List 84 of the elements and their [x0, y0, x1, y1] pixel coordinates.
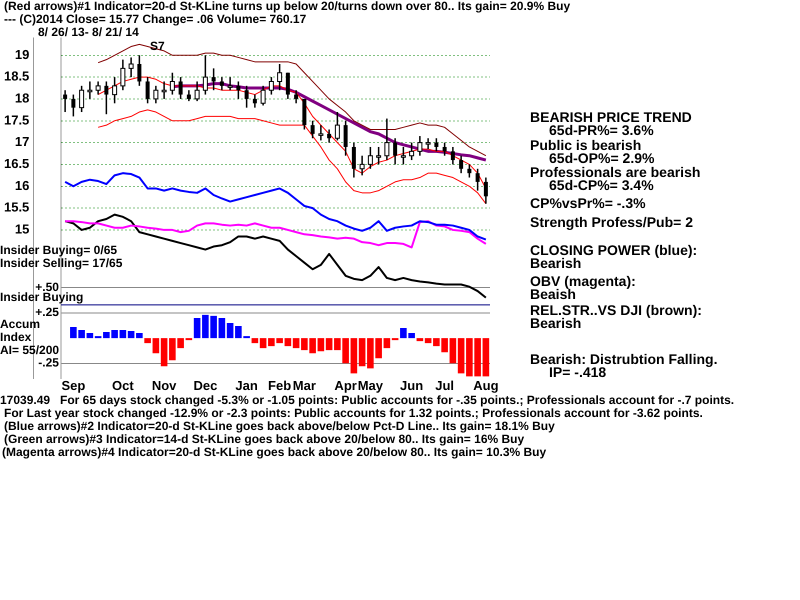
- text: REL.STR..VS DJI (brown):: [530, 302, 702, 318]
- candlestick: [344, 120, 348, 156]
- chart-title: (Red arrows)#1 Indicator=20-d St-KLine turns up below 20/turns down over 80.. Its gain= 20.9% Buy: [4, 0, 570, 13]
- candlestick: [236, 80, 240, 100]
- candlestick: [310, 120, 315, 139]
- y2-tick-label: +.25: [35, 305, 60, 320]
- x-tick-label: Sep: [61, 378, 86, 393]
- text: Index: [0, 330, 32, 344]
- candlestick: [476, 168, 480, 192]
- y-tick-label: 18.5: [4, 68, 30, 84]
- x-tick-label: Nov: [152, 378, 178, 393]
- text: Professionals are bearish: [530, 164, 700, 180]
- text: (Magenta arrows)#4 Indicator=20-d St-KLine goes back above 20/below 80.. Its gain= 10.3% Buy: [2, 445, 546, 459]
- candlestick: [450, 146, 455, 166]
- text: CLOSING POWER (blue):: [530, 242, 698, 258]
- candlestick: [484, 176, 488, 204]
- chart-subtitle: --- (C)2014 Close= 15.77 Change= .06 Volume= 760.17: [4, 12, 306, 26]
- candlestick: [146, 76, 150, 104]
- x-tick-label: Dec: [193, 378, 218, 393]
- candlestick: [137, 54, 142, 87]
- x-tick-label: Feb: [268, 378, 292, 393]
- text: (Blue arrows)#2 Indicator=20-d St-KLine goes back above/below Pct-D Line.. Its gain= 18.1% Buy: [4, 419, 555, 433]
- x-tick-label: Mar: [292, 378, 316, 393]
- annotation: Insider Selling= 17/65: [0, 256, 122, 270]
- text: AI= 55/200: [0, 343, 60, 357]
- text: 17039.49: [0, 393, 50, 407]
- candlestick: [352, 142, 356, 178]
- bar: [400, 328, 407, 338]
- text: Bearish: [530, 315, 582, 331]
- bar: [416, 338, 424, 342]
- text: 65d-PR%= 3.6%: [549, 122, 654, 138]
- candlestick: [467, 164, 472, 178]
- y-tick-label: 18: [14, 90, 30, 106]
- bar: [252, 338, 258, 344]
- text: Strength Profess/Pub= 2: [530, 214, 693, 230]
- x-tick-label: Apr: [334, 378, 357, 393]
- y-tick-label: 15.5: [4, 200, 30, 215]
- candlestick: [434, 137, 438, 152]
- x-tick-label: Jun: [400, 378, 424, 393]
- y2-tick-label: -.25: [38, 356, 60, 370]
- x-tick-label: Jan: [235, 378, 258, 393]
- text: IP= -.418: [549, 364, 606, 380]
- candlestick: [244, 85, 249, 108]
- candlestick: [186, 89, 191, 102]
- candlestick: [252, 94, 257, 108]
- candlestick: [220, 76, 224, 91]
- text: Bearish: [530, 255, 582, 271]
- candlestick: [294, 89, 298, 104]
- candlestick: [212, 68, 216, 91]
- candlestick: [178, 76, 183, 100]
- annotation: 8/ 26/ 13- 8/ 21/ 14: [38, 25, 139, 39]
- y-tick-label: 17: [14, 134, 30, 150]
- text: Public is bearish: [530, 137, 642, 153]
- y-tick-label: 19: [14, 46, 30, 62]
- bar: [70, 327, 77, 338]
- candlestick: [286, 72, 290, 100]
- x-tick-label: Aug: [473, 378, 499, 393]
- candlestick: [442, 142, 447, 156]
- candlestick: [393, 137, 398, 166]
- y-tick-label: 17.5: [4, 112, 30, 128]
- candlestick: [327, 128, 332, 144]
- text: BEARISH PRICE TREND: [530, 109, 692, 125]
- y-tick-label: 16: [14, 178, 30, 193]
- text: Bearish: Distrubtion Falling.: [530, 351, 718, 367]
- x-tick-label: Oct: [112, 378, 134, 393]
- candlestick: [459, 154, 464, 174]
- y-tick-label: 15: [14, 222, 30, 237]
- text: OBV (magenta):: [530, 273, 636, 289]
- bar: [408, 333, 415, 338]
- text: CP%vsPr%= -.3%: [530, 195, 646, 211]
- text: (Green arrows)#3 Indicator=14-d St-KLine goes back above 20/below 80.. Its gain= 16% Buy: [4, 432, 524, 446]
- text: 65d-CP%= 3.4%: [549, 177, 654, 193]
- x-tick-label: Jul: [435, 378, 454, 393]
- text: 65d-OP%= 2.9%: [549, 150, 654, 166]
- ref-line-label: Insider Buying: [0, 290, 84, 304]
- text: For Last year stock changed -12.9% or -2.3 points: Public accounts for 1.32 points.; Professionals account for -3.62 points.: [4, 406, 703, 420]
- candlestick: [104, 80, 108, 115]
- text: For 65 days stock changed -5.3% or -1.05 points: Public accounts for -.35 points.; Professionals account for -.7 points.: [60, 393, 734, 407]
- annotation: Insider Buying= 0/65: [0, 243, 118, 257]
- candlestick: [71, 94, 76, 118]
- y-tick-label: 16.5: [4, 156, 30, 172]
- text: Accum: [0, 317, 40, 331]
- x-tick-label: May: [358, 378, 384, 393]
- candlestick: [63, 89, 68, 113]
